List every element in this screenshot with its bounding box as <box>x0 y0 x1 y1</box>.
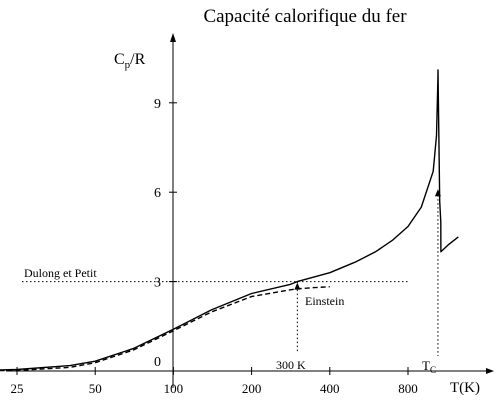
axes <box>6 33 494 388</box>
x-axis-label: T(K) <box>450 380 480 396</box>
x-tick-label: 400 <box>320 381 340 396</box>
x-tick-label: 800 <box>398 381 418 396</box>
y-tick-label: 6 <box>154 186 161 201</box>
chart-title: Capacité calorifique du fer <box>203 6 407 27</box>
t300-arrow <box>294 282 301 290</box>
t300-label: 300 K <box>276 358 306 372</box>
x-tick-label: 25 <box>11 381 24 396</box>
y-tick-label: 3 <box>154 276 161 291</box>
y-tick-label: 0 <box>154 355 161 370</box>
x-axis-arrow <box>486 368 494 374</box>
dulong-petit-label: Dulong et Petit <box>24 266 97 280</box>
x-tick-label: 50 <box>89 381 102 396</box>
y-tick-label: 9 <box>154 97 161 112</box>
tick-marks: 25 50 100 200 400 800 0 3 6 9 <box>11 97 418 396</box>
x-tick-label: 200 <box>242 381 262 396</box>
series-group <box>0 69 459 372</box>
einstein-label: Einstein <box>305 294 344 308</box>
y-axis-label: Cp/R <box>114 51 146 71</box>
tc-label: TC <box>422 358 436 375</box>
measured-curve <box>0 69 459 371</box>
x-tick-label: 100 <box>164 381 184 396</box>
einstein-curve <box>0 286 330 372</box>
y-axis-arrow <box>170 33 176 42</box>
